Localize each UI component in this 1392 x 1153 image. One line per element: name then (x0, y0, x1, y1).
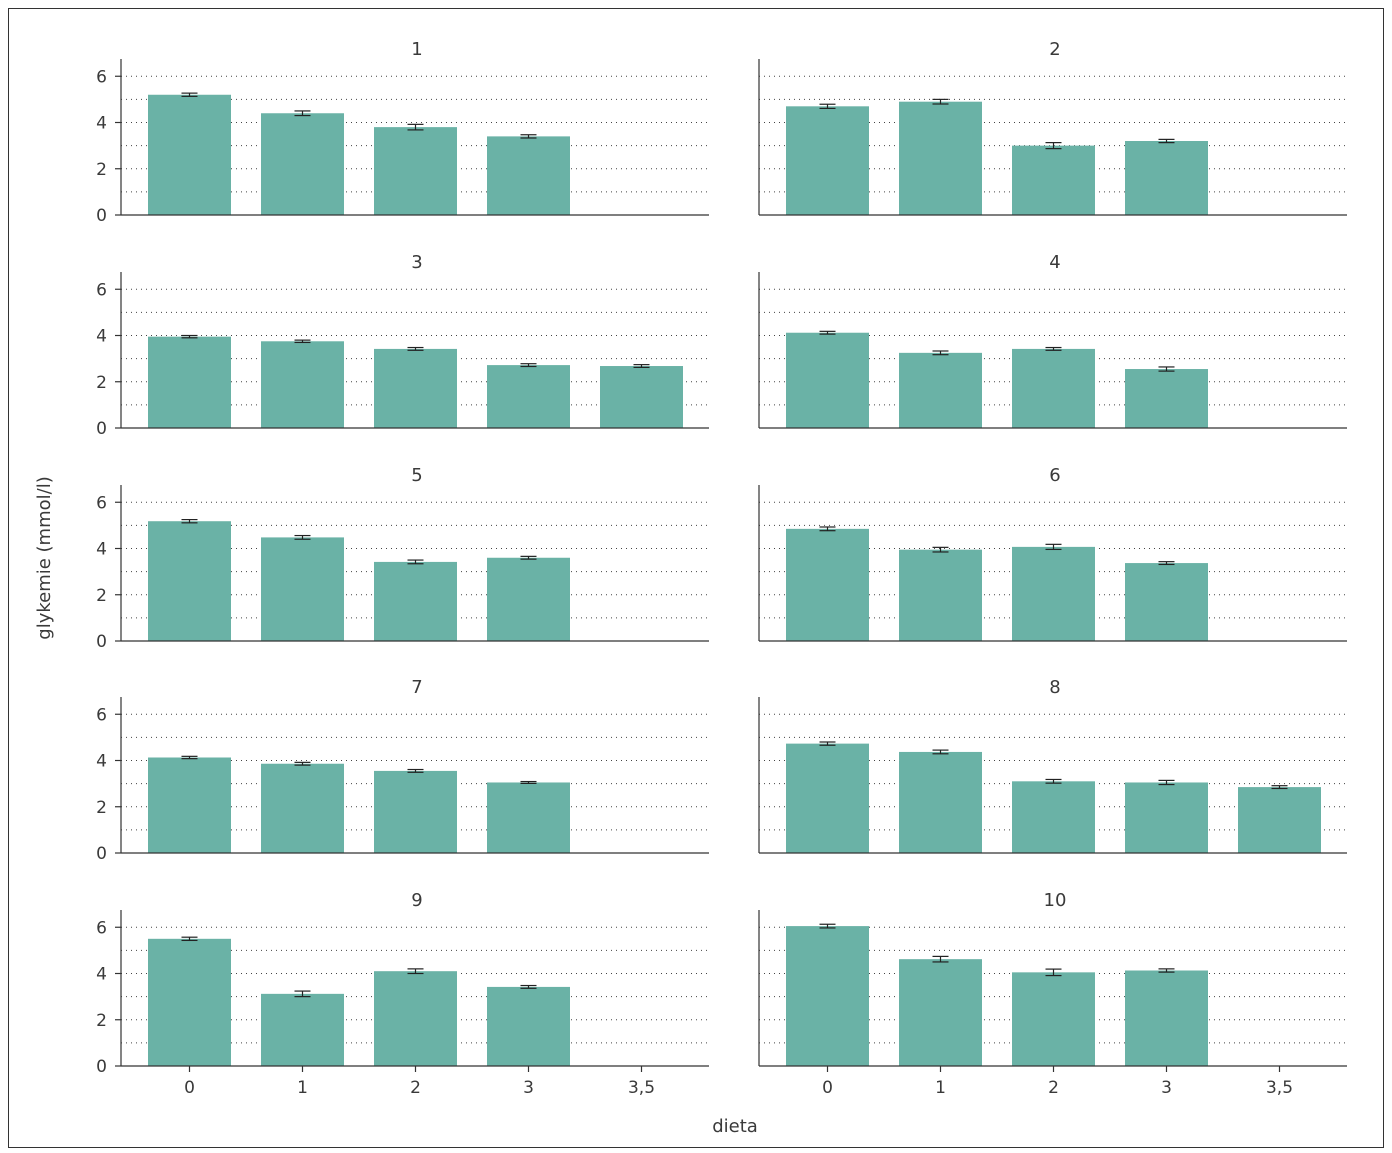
panel-2-bar-0 (786, 106, 869, 215)
panel-4-bar-0 (786, 332, 869, 428)
panel-3-bar-1 (261, 341, 344, 428)
panel-10-title: 10 (1044, 890, 1067, 911)
panel-8-title: 8 (1049, 677, 1060, 698)
panel-9-y-tick-label: 4 (96, 965, 107, 985)
panel-7-title: 7 (411, 677, 422, 698)
panel-9-x-tick-label: 1 (297, 1078, 308, 1098)
panel-10-x-tick-label: 3 (1161, 1078, 1172, 1098)
panel-9-bar-0 (148, 938, 231, 1066)
panel-10-bar-2 (1012, 972, 1095, 1066)
panel-6-bar-0 (786, 528, 869, 641)
panel-4-bar-3 (1125, 369, 1208, 428)
panel-1-bar-3 (487, 136, 570, 215)
panel-5-bar-3 (487, 557, 570, 641)
panel-9-y-tick-label: 6 (96, 918, 107, 938)
panel-1-y-tick-label: 6 (96, 67, 107, 87)
panel-4-bar-1 (899, 352, 982, 428)
panel-10-x-tick-label: 3,5 (1266, 1078, 1293, 1098)
panel-9-x-tick-label: 0 (184, 1078, 195, 1098)
panel-9-bar-3 (487, 986, 570, 1066)
panel-1-bar-2 (374, 127, 457, 215)
panel-9-bar-1 (261, 993, 344, 1066)
panel-5-y-tick-label: 4 (96, 540, 107, 560)
x-axis-label: dieta (712, 1116, 758, 1137)
panel-1-bar-0 (148, 94, 231, 215)
panel-10-x-tick-label: 0 (822, 1078, 833, 1098)
panel-4-bar-2 (1012, 348, 1095, 428)
panel-5-y-tick-label: 6 (96, 493, 107, 513)
panel-2-bar-1 (899, 101, 982, 215)
panel-10-x-tick-label: 1 (935, 1078, 946, 1098)
panel-7-y-tick-label: 6 (96, 705, 107, 725)
panel-5-bar-2 (374, 561, 457, 641)
panel-3-bar-2 (374, 348, 457, 428)
panel-8-bar-3,5 (1238, 787, 1321, 853)
panel-6-title: 6 (1049, 465, 1060, 486)
panel-3-bar-0 (148, 336, 231, 428)
panel-7-bar-3 (487, 782, 570, 853)
panel-1-y-tick-label: 0 (96, 206, 107, 226)
panel-1-bar-1 (261, 113, 344, 215)
panel-2-bar-2 (1012, 145, 1095, 215)
panel-9-y-tick-label: 2 (96, 1011, 107, 1031)
panel-9-x-tick-label: 3 (523, 1078, 534, 1098)
panel-3-y-tick-label: 6 (96, 280, 107, 300)
panel-2-title: 2 (1049, 39, 1060, 60)
panel-10-bar-1 (899, 959, 982, 1066)
panel-3-y-tick-label: 0 (96, 419, 107, 439)
panel-7-y-tick-label: 2 (96, 798, 107, 818)
panel-3-y-tick-label: 4 (96, 327, 107, 347)
panel-3-bar-3,5 (600, 366, 683, 428)
panel-7-bar-1 (261, 763, 344, 853)
panel-6-bar-1 (899, 549, 982, 641)
panel-7-bar-2 (374, 770, 457, 853)
panel-3-y-tick-label: 2 (96, 373, 107, 393)
panel-5-y-tick-label: 2 (96, 586, 107, 606)
panel-9-x-tick-label: 2 (410, 1078, 421, 1098)
panel-10-bar-3 (1125, 970, 1208, 1066)
panel-8-bar-1 (899, 751, 982, 853)
panel-10-bar-0 (786, 926, 869, 1066)
figure-frame (8, 8, 1384, 1148)
panel-5-bar-1 (261, 537, 344, 641)
panel-7-y-tick-label: 4 (96, 752, 107, 772)
panel-9-bar-2 (374, 971, 457, 1066)
panel-1-y-tick-label: 2 (96, 160, 107, 180)
panel-8-bar-3 (1125, 782, 1208, 853)
panel-1-y-tick-label: 4 (96, 114, 107, 134)
panel-7-y-tick-label: 0 (96, 844, 107, 864)
panel-9-y-tick-label: 0 (96, 1057, 107, 1077)
panel-8-bar-0 (786, 743, 869, 853)
panel-6-bar-3 (1125, 563, 1208, 641)
panel-6-bar-2 (1012, 546, 1095, 641)
panel-3-title: 3 (411, 252, 422, 273)
panel-7-bar-0 (148, 757, 231, 853)
panel-8-bar-2 (1012, 781, 1095, 853)
panel-1-title: 1 (411, 39, 422, 60)
panel-5-bar-0 (148, 521, 231, 641)
y-axis-label: glykemie (mmol/l) (34, 476, 55, 639)
panel-5-y-tick-label: 0 (96, 632, 107, 652)
panel-10-x-tick-label: 2 (1048, 1078, 1059, 1098)
panel-3-bar-3 (487, 365, 570, 428)
panel-4-title: 4 (1049, 252, 1060, 273)
panel-9-title: 9 (411, 890, 422, 911)
panel-9-x-tick-label: 3,5 (628, 1078, 655, 1098)
panel-2-bar-3 (1125, 141, 1208, 215)
panel-5-title: 5 (411, 465, 422, 486)
